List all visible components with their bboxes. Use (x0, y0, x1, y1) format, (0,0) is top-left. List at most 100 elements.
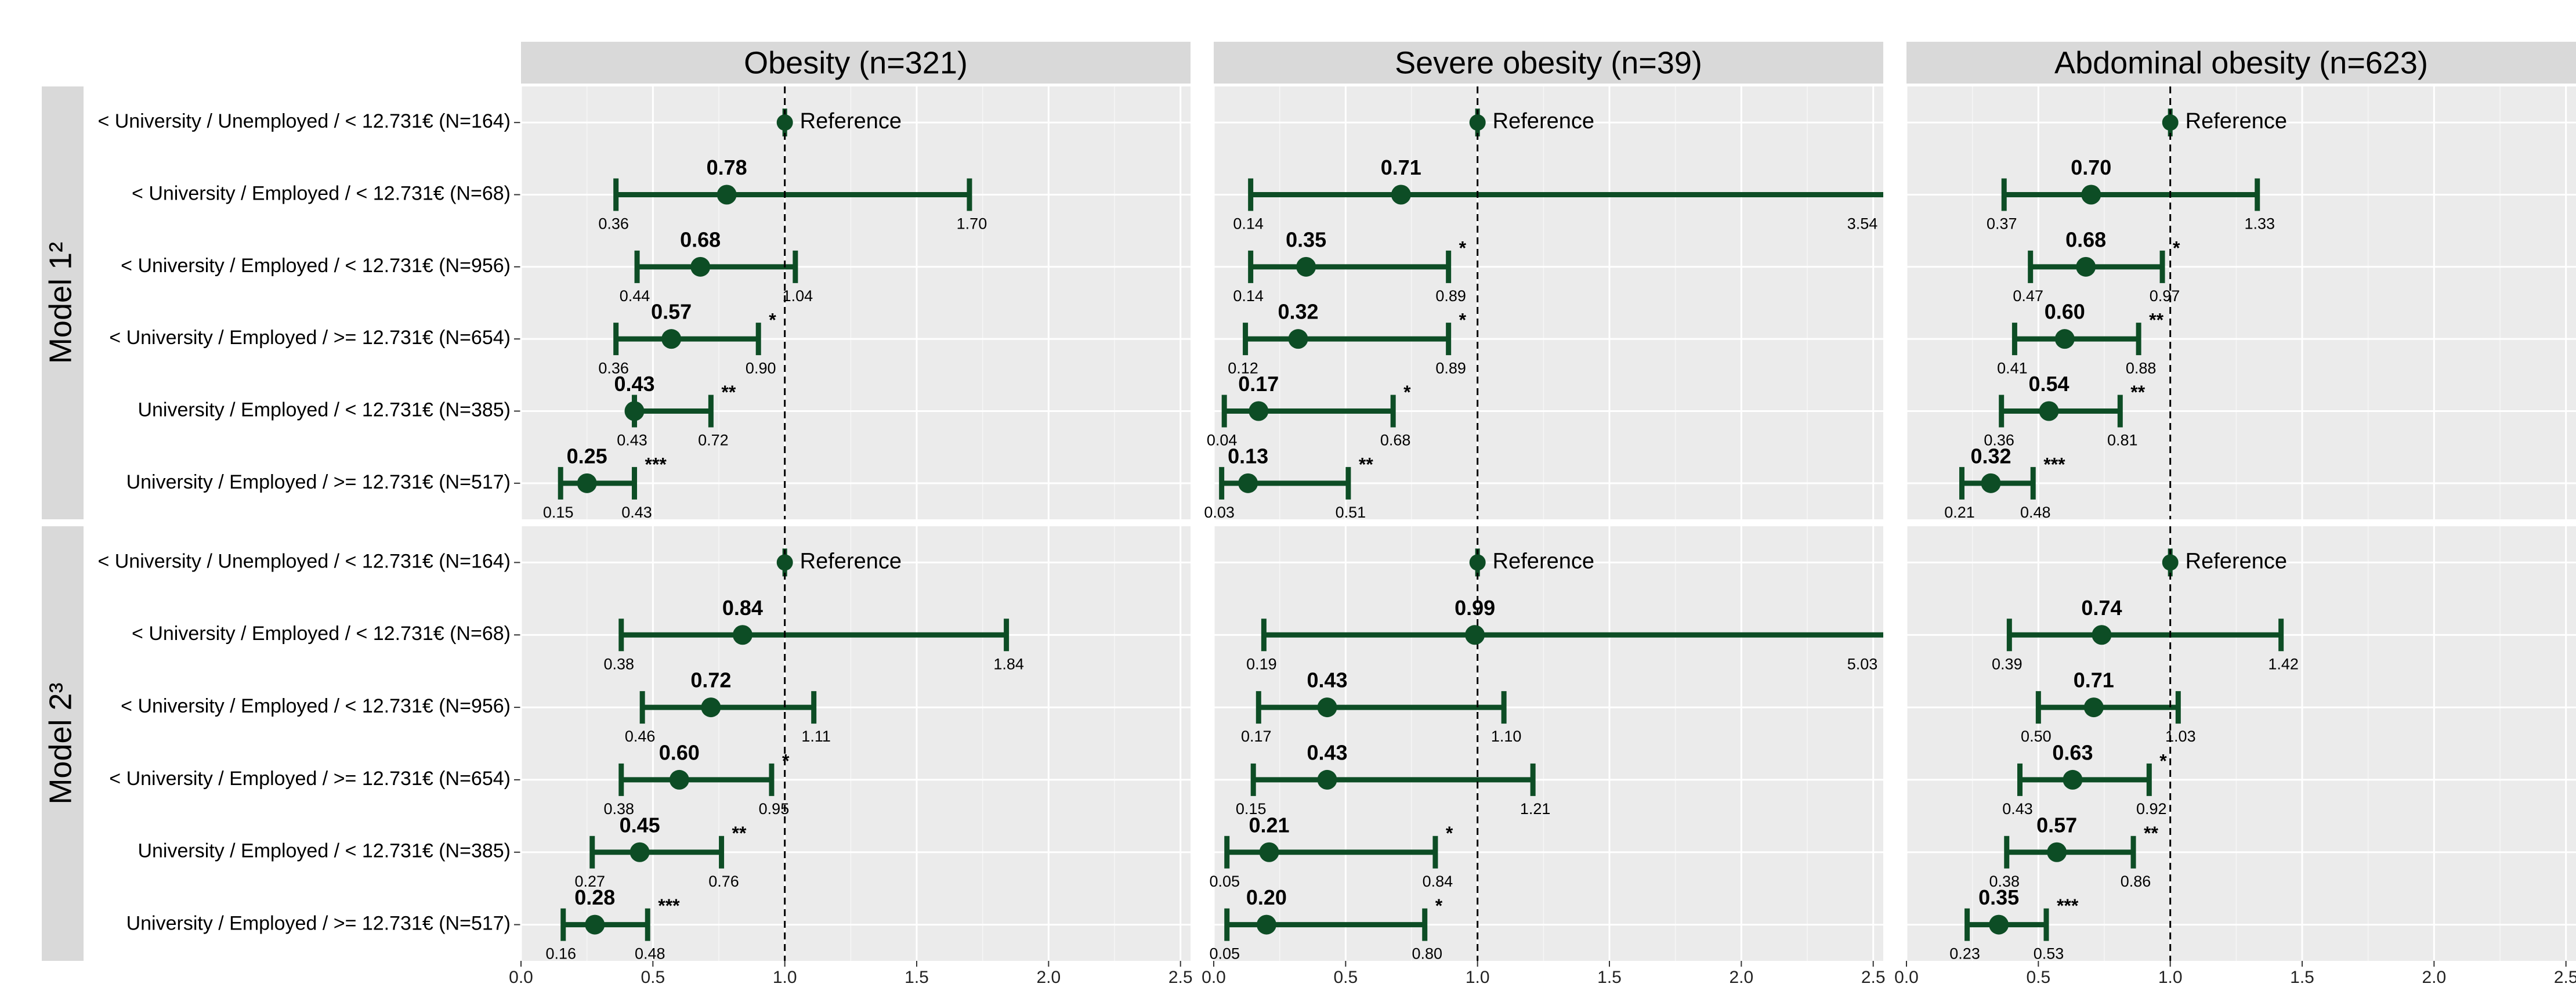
lower-label: 0.38 (603, 655, 634, 672)
estimate-point (1391, 185, 1411, 205)
y-tick-label: < University / Unemployed / < 12.731€ (N… (97, 110, 511, 132)
reference-label: Reference (2186, 549, 2287, 573)
lower-label: 0.46 (625, 728, 656, 745)
upper-label: 0.76 (708, 873, 739, 890)
column-strip (1214, 42, 1883, 84)
y-tick-label: University / Employed / < 12.731€ (N=385… (138, 399, 511, 421)
column-strip (1906, 42, 2576, 84)
column-title: Obesity (n=321) (744, 45, 968, 80)
value-label: 0.71 (1381, 156, 1421, 179)
x-tick-label: 1.5 (1597, 968, 1622, 987)
estimate-point (1238, 473, 1258, 493)
panel-background (521, 526, 1191, 961)
value-label: 0.57 (651, 300, 692, 324)
upper-label: 0.81 (2107, 432, 2138, 449)
significance: ** (2130, 382, 2145, 403)
estimate-point (2063, 769, 2083, 790)
x-tick-label: 2.0 (1036, 968, 1061, 987)
y-tick-label: < University / Employed / < 12.731€ (N=9… (121, 255, 511, 277)
lower-label: 0.36 (598, 359, 629, 377)
significance: *** (2043, 454, 2065, 475)
lower-label: 0.14 (1233, 215, 1264, 233)
reference-point (2162, 114, 2179, 131)
x-tick-label: 1.5 (2290, 968, 2314, 987)
estimate-point (2054, 329, 2075, 349)
lower-label: 0.05 (1209, 873, 1240, 890)
panel-background (1214, 86, 1883, 519)
estimate-point (1259, 842, 1279, 862)
upper-label: 0.90 (746, 359, 776, 377)
column-title: Abdominal obesity (n=623) (2054, 45, 2428, 80)
x-tick-label: 1.0 (773, 968, 797, 987)
lower-label: 0.21 (1944, 504, 1975, 521)
row-title: Model 1² (43, 242, 78, 364)
value-label: 0.68 (2065, 227, 2106, 251)
estimate-point (2083, 697, 2104, 718)
value-label: 0.21 (1249, 813, 1289, 837)
significance: * (1435, 895, 1443, 916)
upper-label: 0.97 (2150, 287, 2180, 305)
significance: ** (2149, 310, 2163, 331)
row-strip (42, 86, 84, 519)
significance: * (1446, 823, 1453, 844)
lower-label: 0.15 (543, 504, 574, 521)
value-label: 0.43 (1307, 740, 1347, 764)
lower-label: 0.16 (545, 945, 576, 963)
value-label: 0.60 (2045, 300, 2085, 324)
significance: *** (645, 454, 667, 475)
significance: * (1403, 382, 1411, 403)
y-tick-label: University / Employed / < 12.731€ (N=385… (138, 840, 511, 862)
value-label: 0.35 (1978, 885, 2019, 909)
value-label: 0.72 (690, 668, 731, 692)
estimate-point (669, 769, 689, 790)
upper-label: 0.43 (621, 504, 652, 521)
upper-label: 0.92 (2136, 800, 2167, 818)
estimate-point (732, 625, 752, 645)
upper-label: 0.89 (1435, 287, 1466, 305)
x-tick-label: 1.0 (2158, 968, 2183, 987)
upper-label: 0.80 (1412, 945, 1442, 963)
estimate-point (1465, 625, 1485, 645)
significance: *** (658, 895, 680, 916)
estimate-point (585, 914, 605, 935)
value-label: 0.78 (707, 156, 747, 179)
estimate-point (629, 842, 650, 862)
lower-label: 0.47 (2013, 287, 2043, 305)
upper-label: 0.95 (759, 800, 790, 818)
estimate-point (1317, 697, 1337, 718)
lower-label: 0.44 (620, 287, 650, 305)
upper-label: 1.21 (1520, 800, 1551, 818)
value-label: 0.13 (1228, 444, 1268, 468)
estimate-point (701, 697, 721, 718)
y-tick-label: < University / Employed / < 12.731€ (N=6… (132, 182, 511, 204)
estimate-point (1249, 401, 1269, 421)
estimate-point (717, 185, 737, 205)
y-tick-label: < University / Employed / < 12.731€ (N=9… (121, 695, 511, 717)
value-label: 0.57 (2036, 813, 2077, 837)
value-label: 0.20 (1246, 885, 1287, 909)
lower-label: 0.43 (2002, 800, 2033, 818)
lower-label: 0.03 (1204, 504, 1235, 521)
significance: * (769, 310, 776, 331)
x-tick-label: 2.5 (1861, 968, 1886, 987)
lower-label: 0.04 (1207, 432, 1238, 449)
reference-label: Reference (800, 109, 902, 133)
lower-label: 0.37 (1987, 215, 2017, 233)
reference-point (776, 114, 793, 131)
lower-label: 0.23 (1949, 945, 1980, 963)
significance: ** (2144, 823, 2158, 844)
estimate-point (1989, 914, 2009, 935)
upper-label: 0.72 (698, 432, 729, 449)
upper-label: 0.89 (1435, 359, 1466, 377)
lower-label: 0.41 (1997, 359, 2028, 377)
upper-label: 0.51 (1336, 504, 1366, 521)
value-label: 0.71 (2074, 668, 2114, 692)
estimate-point (690, 256, 711, 277)
row-title: Model 2³ (43, 682, 78, 804)
value-label: 0.45 (620, 813, 660, 837)
estimate-point (577, 473, 597, 493)
value-label: 0.60 (659, 740, 700, 764)
lower-label: 0.12 (1228, 359, 1258, 377)
x-tick-label: 2.0 (2422, 968, 2446, 987)
reference-point (1469, 114, 1486, 131)
